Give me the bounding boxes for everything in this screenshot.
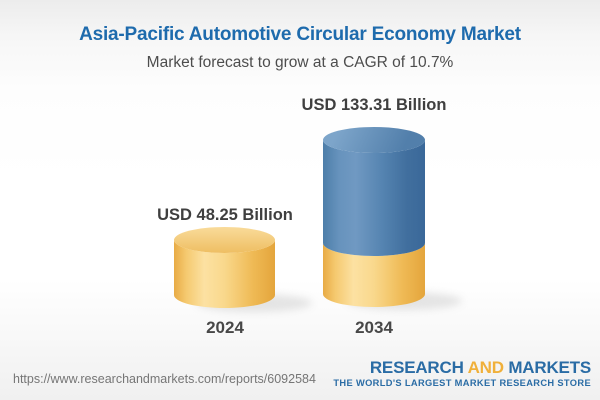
axis-label-2024: 2024	[206, 318, 244, 337]
logo-tagline: THE WORLD'S LARGEST MARKET RESEARCH STOR…	[333, 378, 591, 388]
axis-label-2034: 2034	[355, 318, 393, 337]
logo-word-and: AND	[467, 358, 504, 377]
page-subtitle: Market forecast to grow at a CAGR of 10.…	[146, 54, 454, 71]
value-label-2024: USD 48.25 Billion	[157, 206, 293, 224]
logo-word-markets: MARKETS	[508, 358, 591, 377]
research-and-markets-logo: RESEARCH AND MARKETS THE WORLD'S LARGEST…	[333, 359, 591, 388]
report-url: https://www.researchandmarkets.com/repor…	[13, 372, 316, 386]
bar-2024	[174, 227, 275, 308]
logo-word-research: RESEARCH	[369, 358, 464, 377]
logo-wordmark: RESEARCH AND MARKETS	[333, 359, 591, 376]
value-label-2034: USD 133.31 Billion	[301, 96, 447, 114]
bar-2034	[323, 127, 425, 307]
page-title: Asia-Pacific Automotive Circular Economy…	[79, 24, 521, 45]
